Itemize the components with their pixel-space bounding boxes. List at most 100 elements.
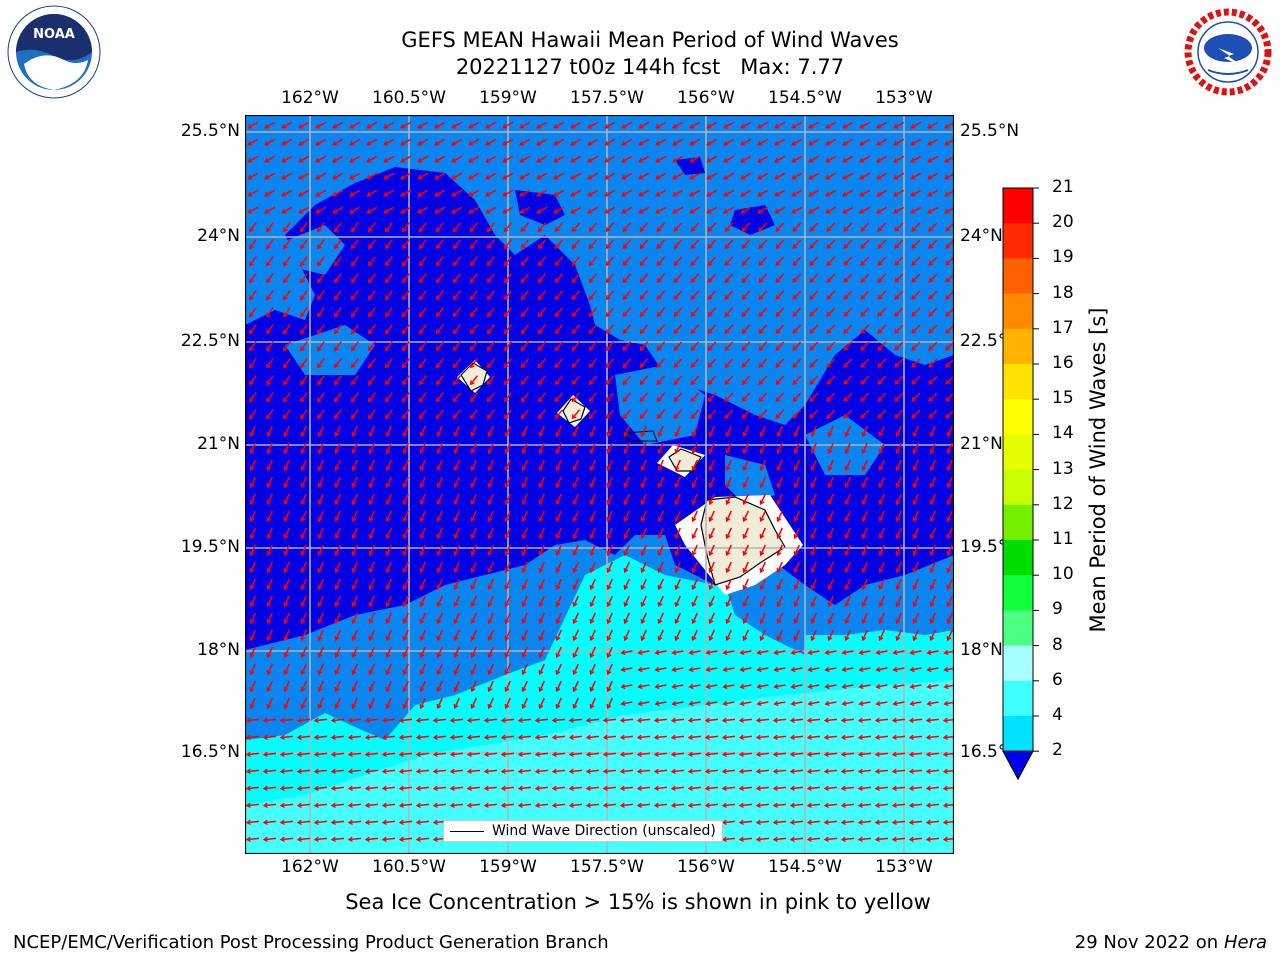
wave-arrow-head	[622, 329, 628, 335]
wave-arrow-head	[572, 516, 578, 523]
wave-arrow-head	[347, 717, 353, 723]
wave-arrow-head	[724, 363, 730, 369]
wave-arrow	[672, 155, 684, 163]
wave-arrow	[420, 442, 426, 454]
wave-arrow	[536, 155, 548, 163]
wave-arrow	[520, 290, 530, 300]
wave-arrow	[419, 290, 427, 300]
wave-arrow	[470, 256, 478, 266]
wave-arrow-head	[401, 346, 407, 352]
wave-arrow	[590, 595, 596, 607]
wave-arrow-head	[300, 618, 306, 625]
wave-arrow	[403, 476, 409, 488]
wave-arrow-head	[606, 703, 612, 710]
wave-arrow	[624, 612, 630, 624]
wave-arrow-head	[605, 261, 611, 267]
wave-arrow	[672, 189, 684, 197]
wave-arrow	[605, 290, 615, 300]
wave-arrow-head	[249, 601, 255, 608]
wave-arrow	[760, 612, 766, 624]
colorbar-segment	[1003, 504, 1033, 541]
wave-arrow	[621, 206, 633, 214]
wave-arrow-head	[827, 465, 833, 472]
wave-arrow-head	[364, 751, 370, 757]
wave-arrow-head	[755, 785, 761, 791]
wave-arrow-head	[808, 123, 814, 129]
wave-arrow-head	[555, 618, 561, 625]
wave-arrow	[756, 752, 770, 756]
wave-arrow-head	[264, 208, 270, 214]
wave-arrow-head	[283, 465, 289, 472]
wave-arrow	[706, 701, 718, 705]
wave-arrow	[760, 510, 766, 522]
wave-arrow	[317, 358, 325, 368]
wave-arrow-head	[844, 635, 850, 642]
wave-arrow-head	[449, 768, 455, 774]
wave-arrow-head	[878, 550, 884, 557]
wave-arrow	[470, 409, 478, 419]
wave-arrow	[777, 544, 783, 556]
wave-arrow-head	[300, 499, 306, 506]
wave-arrow-head	[517, 717, 523, 723]
wave-arrow-head	[874, 785, 880, 791]
wave-arrow-head	[571, 295, 577, 301]
wave-arrow-head	[810, 567, 816, 574]
wave-arrow-head	[792, 413, 798, 419]
wave-arrow	[620, 752, 634, 756]
wave-arrow-head	[860, 413, 866, 419]
wave-arrow-head	[725, 533, 731, 540]
wave-arrow	[556, 510, 562, 522]
wave-arrow-head	[793, 448, 799, 455]
wave-arrow	[352, 629, 358, 641]
wave-arrow	[249, 273, 257, 283]
wave-arrow	[603, 769, 617, 773]
wave-arrow-head	[789, 717, 795, 723]
wave-arrow	[809, 375, 819, 385]
wave-arrow-head	[470, 601, 476, 608]
wave-arrow	[420, 612, 426, 624]
wave-arrow-head	[249, 584, 255, 591]
wave-arrow	[454, 697, 460, 709]
wave-arrow	[743, 544, 749, 556]
wave-arrow-head	[502, 157, 508, 163]
wave-arrow-head	[756, 666, 762, 673]
wave-arrow	[590, 680, 596, 692]
wave-arrow	[590, 663, 596, 675]
wave-arrow-head	[313, 819, 319, 825]
wave-arrow-head	[555, 567, 561, 574]
wave-arrow-head	[419, 601, 425, 608]
wave-arrow	[386, 646, 392, 658]
colorbar-tick-label: 2	[1052, 740, 1063, 761]
wave-arrow-head	[453, 533, 459, 540]
wave-arrow	[709, 544, 715, 556]
wave-arrow	[349, 138, 361, 146]
wave-arrow	[876, 650, 888, 654]
wave-arrow	[416, 735, 430, 739]
wave-arrow	[689, 138, 701, 146]
wave-arrow-head	[691, 448, 697, 455]
wave-arrow-head	[300, 295, 305, 301]
wave-arrow-head	[570, 191, 576, 197]
wave-arrow-head	[589, 533, 595, 540]
wave-arrow	[433, 752, 447, 756]
wave-arrow-head	[759, 448, 765, 455]
wave-arrow	[539, 578, 545, 590]
wave-arrow	[930, 459, 936, 471]
wave-arrow-head	[384, 346, 390, 352]
wave-arrow	[335, 612, 341, 624]
wave-arrow	[590, 561, 596, 573]
wave-arrow-head	[283, 703, 289, 710]
wave-arrow-head	[367, 397, 373, 403]
wave-arrow-head	[486, 329, 492, 335]
wave-arrow	[437, 476, 443, 488]
wave-arrow	[416, 803, 430, 807]
wave-arrow-head	[521, 533, 527, 540]
wave-arrow	[675, 578, 681, 590]
wave-arrow-head	[639, 397, 645, 403]
wave-arrow	[470, 324, 478, 334]
colorbar-tick-label: 14	[1052, 423, 1074, 444]
wave-arrow	[369, 527, 375, 539]
wave-arrow-head	[690, 227, 696, 233]
wave-arrow	[826, 375, 836, 385]
wave-arrow	[896, 527, 902, 539]
